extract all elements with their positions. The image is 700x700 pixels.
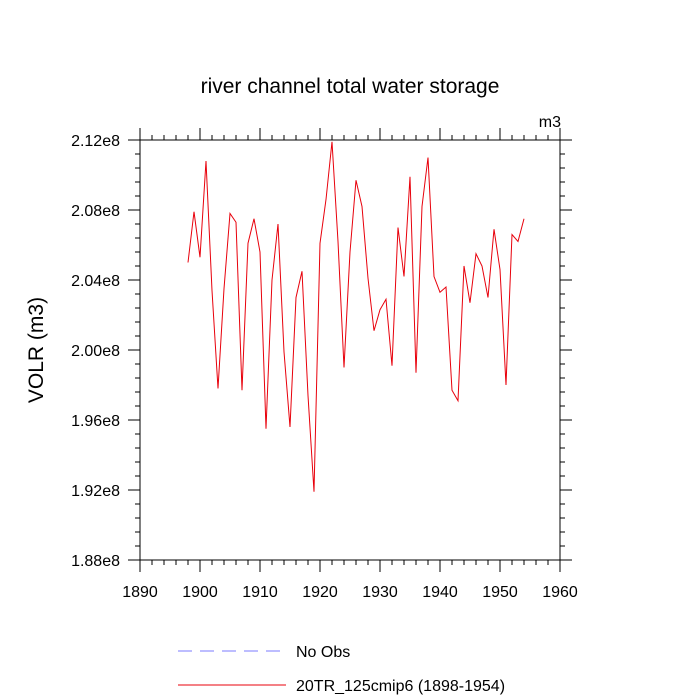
x-tick-label: 1920 <box>302 584 338 601</box>
x-tick-label: 1910 <box>242 584 278 601</box>
legend: No Obs 20TR_125cmip6 (1898-1954) <box>178 644 505 695</box>
x-tick-label: 1930 <box>362 584 398 601</box>
x-tick-label: 1960 <box>542 584 578 601</box>
y-tick-label: 1.92e8 <box>71 483 120 500</box>
chart-title: river channel total water storage <box>201 75 500 98</box>
series-lines <box>187 141 525 492</box>
x-axis-tick-labels: 1890 1900 1910 1920 1930 1940 1950 1960 <box>122 584 578 601</box>
x-axis-ticks <box>139 128 561 572</box>
x-tick-label: 1950 <box>482 584 518 601</box>
x-tick-label: 1900 <box>182 584 218 601</box>
units-label: m3 <box>539 114 561 131</box>
y-tick-label: 2.12e8 <box>71 133 120 150</box>
x-tick-label: 1940 <box>422 584 458 601</box>
y-tick-label: 2.00e8 <box>71 343 120 360</box>
legend-label-no-obs: No Obs <box>296 644 350 661</box>
legend-label-20tr-125cmip6: 20TR_125cmip6 (1898-1954) <box>296 678 505 695</box>
y-tick-label: 2.08e8 <box>71 203 120 220</box>
y-tick-label: 2.04e8 <box>71 273 120 290</box>
x-tick-label: 1890 <box>122 584 158 601</box>
y-axis-tick-labels: 1.88e8 1.92e8 1.96e8 2.00e8 2.04e8 2.08e8 2.12… <box>71 133 120 570</box>
series-line <box>187 141 525 492</box>
y-tick-label: 1.88e8 <box>71 553 120 570</box>
y-tick-label: 1.96e8 <box>71 413 120 430</box>
y-axis-ticks <box>128 139 572 561</box>
y-axis-label: VOLR (m3) <box>25 297 48 403</box>
